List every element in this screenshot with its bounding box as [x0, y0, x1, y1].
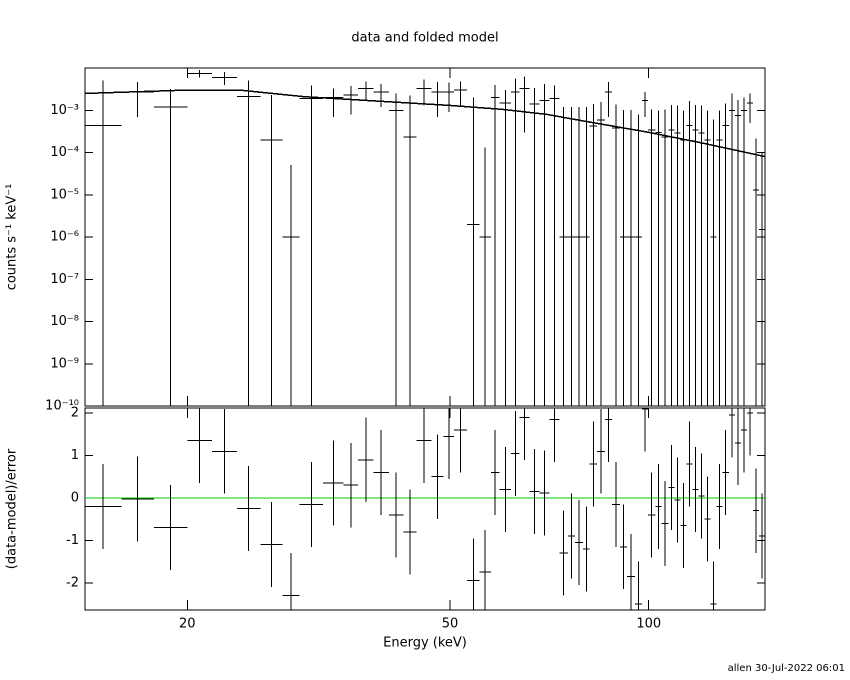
y-tick-label: 10⁻¹⁰ — [45, 399, 79, 414]
footer: allen 30-Jul-2022 06:01 — [728, 663, 845, 674]
y-tick-label: 10⁻⁹ — [50, 356, 79, 371]
data-layer — [85, 408, 765, 610]
y-tick-label: -2 — [66, 575, 79, 590]
chart-title: data and folded model — [351, 31, 498, 46]
plot-frame — [84, 67, 766, 407]
y-tick-label: 1 — [71, 448, 79, 463]
data-layer — [85, 69, 765, 406]
y-tick-label: -1 — [66, 533, 79, 548]
y-tick-label: 10⁻⁴ — [50, 145, 79, 160]
model-line — [85, 89, 765, 158]
x-tick-label: 100 — [636, 617, 661, 632]
y-axis-label: (data-model)/error — [5, 448, 20, 569]
x-tick-label: 50 — [442, 617, 459, 632]
y-tick-label: 10⁻⁸ — [50, 314, 79, 329]
x-tick-label: 20 — [179, 617, 196, 632]
y-tick-label: 2 — [71, 406, 79, 421]
x-axis-label: Energy (keV) — [383, 636, 467, 651]
y-tick-label: 10⁻⁶ — [50, 230, 79, 245]
y-tick-label: 10⁻⁷ — [50, 272, 79, 287]
y-tick-label: 10⁻³ — [50, 103, 79, 118]
y-tick-label: 0 — [71, 490, 79, 505]
y-tick-label: 10⁻⁵ — [50, 187, 79, 202]
y-axis-label: counts s⁻¹ keV⁻¹ — [5, 184, 20, 291]
plot-frame — [84, 407, 766, 611]
